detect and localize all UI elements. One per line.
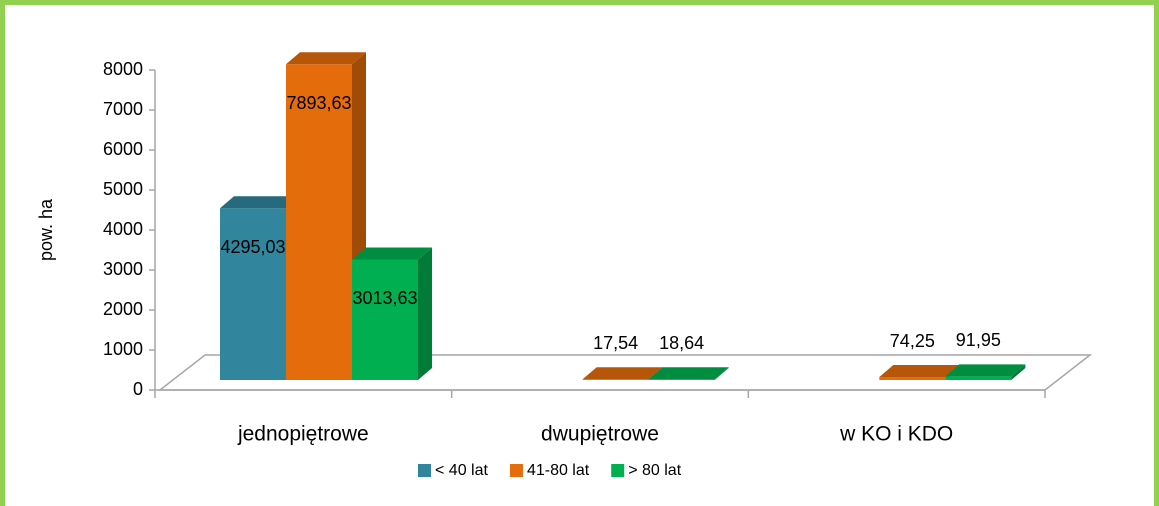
bar-top (582, 367, 663, 380)
bar (648, 367, 729, 380)
x-tick-label: dwupiętrowe (541, 423, 659, 446)
legend-label: < 40 lat (435, 462, 488, 479)
bar-front (879, 377, 946, 380)
bar-top (648, 367, 729, 380)
legend-swatch (418, 464, 431, 477)
bar-top (286, 52, 366, 65)
y-tick-label: 2000 (103, 299, 143, 319)
legend-label: > 80 lat (628, 462, 681, 479)
bar-side (1011, 364, 1026, 380)
data-label: 91,95 (956, 330, 1001, 350)
data-label: 17,54 (593, 333, 638, 353)
y-tick-label: 1000 (103, 339, 143, 359)
y-tick-label: 8000 (103, 59, 143, 79)
y-tick-label: 4000 (103, 219, 143, 239)
bar (352, 247, 432, 380)
y-tick-label: 6000 (103, 139, 143, 159)
bar-front (220, 208, 286, 380)
bar-top (945, 364, 1026, 377)
x-tick-label: w KO i KDO (839, 423, 953, 446)
x-tick-label: jednopiętrowe (237, 423, 369, 446)
bar-front (352, 259, 418, 380)
bar-front (286, 64, 352, 381)
y-tick-label: 5000 (103, 179, 143, 199)
data-label: 7893,63 (286, 93, 351, 113)
data-label: 3013,63 (352, 288, 417, 308)
bar-top (879, 365, 960, 378)
bar-side (714, 367, 729, 380)
legend-swatch (611, 464, 625, 477)
data-label: 18,64 (659, 333, 704, 353)
bar-top (220, 196, 300, 209)
bar-side (418, 247, 432, 380)
y-tick-label: 7000 (103, 99, 143, 119)
y-tick-label: 0 (133, 379, 143, 399)
data-label: 74,25 (890, 331, 935, 351)
bar-top (352, 247, 432, 260)
chart: pow. ha 0 1000 2000 3000 4000 5000 6000 7000 800… (36, 52, 1093, 479)
bar (945, 364, 1026, 380)
legend-label: 41-80 lat (527, 462, 590, 479)
legend-swatch (509, 464, 523, 477)
y-tick-label: 3000 (103, 259, 143, 279)
y-axis-label: pow. ha (36, 198, 56, 261)
bar-front (582, 379, 649, 380)
data-label: 4295,03 (220, 237, 285, 257)
bar-front (945, 376, 1012, 380)
bar-front (648, 379, 715, 380)
